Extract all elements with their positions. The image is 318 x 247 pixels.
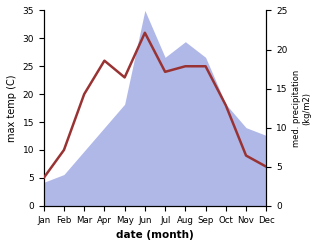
Y-axis label: max temp (C): max temp (C) <box>7 74 17 142</box>
Y-axis label: med. precipitation
(kg/m2): med. precipitation (kg/m2) <box>292 69 311 147</box>
X-axis label: date (month): date (month) <box>116 230 194 240</box>
